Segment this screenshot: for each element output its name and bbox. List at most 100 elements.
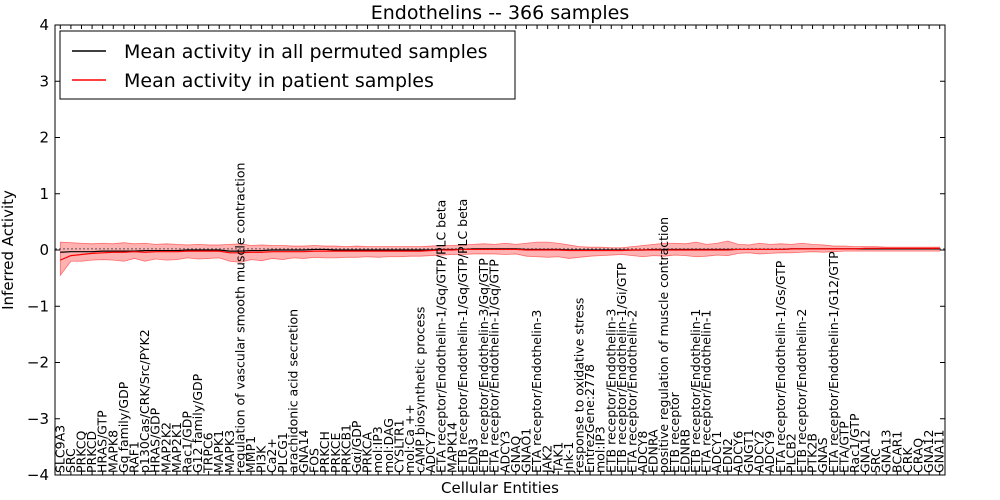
category-label: ADCY6 xyxy=(730,431,745,473)
category-label: TRPC6 xyxy=(201,432,216,474)
y-axis-label: Inferred Activity xyxy=(0,190,17,310)
category-label: SRC xyxy=(63,448,78,473)
category-label: GNAQ xyxy=(508,436,523,473)
y-tick-label: −4 xyxy=(27,466,49,484)
category-label: mol:Ca ++ xyxy=(402,404,417,473)
category-label: Rac1/GTP xyxy=(847,413,862,473)
category-label: ETB receptor xyxy=(667,391,682,473)
category-label: regulation of vascular smooth muscle con… xyxy=(232,163,247,473)
category-label: GNA13 xyxy=(879,430,894,474)
category-label: MMP1 xyxy=(243,436,258,473)
category-label: EDN3 xyxy=(466,438,481,473)
category-label: ETA receptor/Endothelin-1 xyxy=(699,310,714,473)
series-layer xyxy=(60,247,940,261)
category-label: ETB receptor/Endothelin-1/Gi/GTP xyxy=(614,262,629,473)
category-label: Jnk-1 xyxy=(561,442,576,474)
y-tick-label: 0 xyxy=(39,241,49,259)
category-label: arachidonic acid secretion xyxy=(285,309,300,473)
category-label: response to oxidative stress xyxy=(571,298,586,473)
category-label: TAK1 xyxy=(550,442,565,474)
category-label: CRK xyxy=(900,447,915,473)
legend-box xyxy=(59,30,516,100)
category-label: ADCY7 xyxy=(423,431,438,473)
category-label: GNA12 xyxy=(921,430,936,474)
legend-label-2: Mean activity in patient samples xyxy=(124,70,434,92)
legend: Mean activity in all permuted samples Mea… xyxy=(59,30,516,100)
category-label: ADCY9 xyxy=(762,431,777,473)
category-label: PLCG1 xyxy=(275,432,290,473)
category-label: ETB receptor/Endothelin-2 xyxy=(794,309,809,473)
category-label: PTK2B xyxy=(805,433,820,473)
y-tick-label: 3 xyxy=(39,72,49,90)
category-label: EDNRA xyxy=(646,429,661,473)
category-label: ETB receptor/Endothelin-3 xyxy=(603,309,618,473)
category-label: PRKCQ xyxy=(73,431,88,473)
category-label: EDN2 xyxy=(720,438,735,473)
category-label: PRKCB1 xyxy=(338,424,353,473)
category-label: ETA/GTP xyxy=(836,421,851,473)
y-tick-label: 2 xyxy=(39,129,49,147)
category-label: Gαi/GDP xyxy=(349,420,364,473)
category-label: GNAS xyxy=(815,437,830,473)
category-label: Ca2+ xyxy=(264,438,279,473)
category-label: HRAS/GDP xyxy=(148,407,163,473)
category-label: MAPK8 xyxy=(105,430,120,473)
chart-title: Endothelins -- 366 samples xyxy=(371,2,630,24)
y-axis-ticks: −4 −3 −2 −1 0 1 2 3 4 xyxy=(27,16,945,484)
category-label: ETA receptor/Endothelin-1/Gq/GTP/PLC bet… xyxy=(434,200,449,473)
category-label: Rac1/GDP xyxy=(179,411,194,473)
category-label: ETB receptor/Endothelin-1 xyxy=(688,309,703,473)
category-label: ETA receptor/Endothelin-1/Gq/GTP xyxy=(487,259,502,473)
y-tick-label: 4 xyxy=(39,16,49,34)
category-label: PRKCH xyxy=(317,431,332,473)
category-label: ADCY2 xyxy=(752,431,767,473)
category-label: positive regulation of muscle contractio… xyxy=(656,217,671,473)
category-label: GNA11 xyxy=(932,430,947,474)
category-label: ETA receptor/Endothelin-1/G12/GTP xyxy=(826,251,841,473)
category-label: ETA receptor/Endothelin-3 xyxy=(529,310,544,473)
category-label: EntrezGene:2778 xyxy=(582,364,597,473)
x-axis-label: Cellular Entities xyxy=(441,479,559,497)
category-label: GNA14 xyxy=(296,429,311,473)
category-label: p130Cas/CRK/Src/PYK2 xyxy=(137,329,152,473)
category-label: HRAS/GTP xyxy=(95,410,110,473)
category-label: ADCY3 xyxy=(497,431,512,473)
category-label: PLCB2 xyxy=(783,433,798,473)
category-label: MAPK3 xyxy=(222,430,237,473)
category-label: PRKCA xyxy=(360,432,375,473)
category-label: RAF1 xyxy=(126,441,141,473)
category-label: SLC9A3 xyxy=(52,425,67,473)
legend-items: Mean activity in all permuted samples Mea… xyxy=(72,41,487,92)
category-label: MAPK14 xyxy=(444,422,459,473)
category-label: ADCY8 xyxy=(635,431,650,473)
category-label: SRC xyxy=(868,448,883,473)
category-label: G12 family/GDP xyxy=(190,373,205,473)
category-label: GNA12 xyxy=(858,430,873,474)
category-label: EDNRB xyxy=(677,429,692,473)
category-label: cAMP biosynthetic process xyxy=(413,307,428,473)
category-label: ETB receptor/Endothelin-3/Gq/GTP xyxy=(476,258,491,473)
category-label: JAK2 xyxy=(540,445,555,474)
category-label: CYSLTR1 xyxy=(391,419,406,473)
category-label: MAPK1 xyxy=(211,430,226,473)
y-tick-label: −3 xyxy=(27,410,49,428)
category-label: GNGT1 xyxy=(741,429,756,473)
y-tick-label: −1 xyxy=(27,297,49,315)
category-label: mol:DAG xyxy=(381,418,396,473)
x-axis-ticks xyxy=(59,25,941,475)
category-label: ETB receptor/Endothelin-1/Gq/GTP/PLC bet… xyxy=(455,199,470,473)
category-label: mol:IP3 xyxy=(593,426,608,473)
category-label: PRKCD xyxy=(84,431,99,473)
category-label: PI3K xyxy=(254,445,269,473)
category-label: MAP2K1 xyxy=(169,422,184,473)
y-tick-label: −2 xyxy=(27,354,49,372)
y-tick-label: 1 xyxy=(39,185,49,203)
category-label: CRAQ xyxy=(911,438,926,473)
series-line-2 xyxy=(60,247,940,261)
category-label: ETA receptor/Endothelin-1/Gs/GTP xyxy=(773,260,788,473)
category-label: ADCY1 xyxy=(709,431,724,473)
category-label: GNAO1 xyxy=(518,428,533,473)
